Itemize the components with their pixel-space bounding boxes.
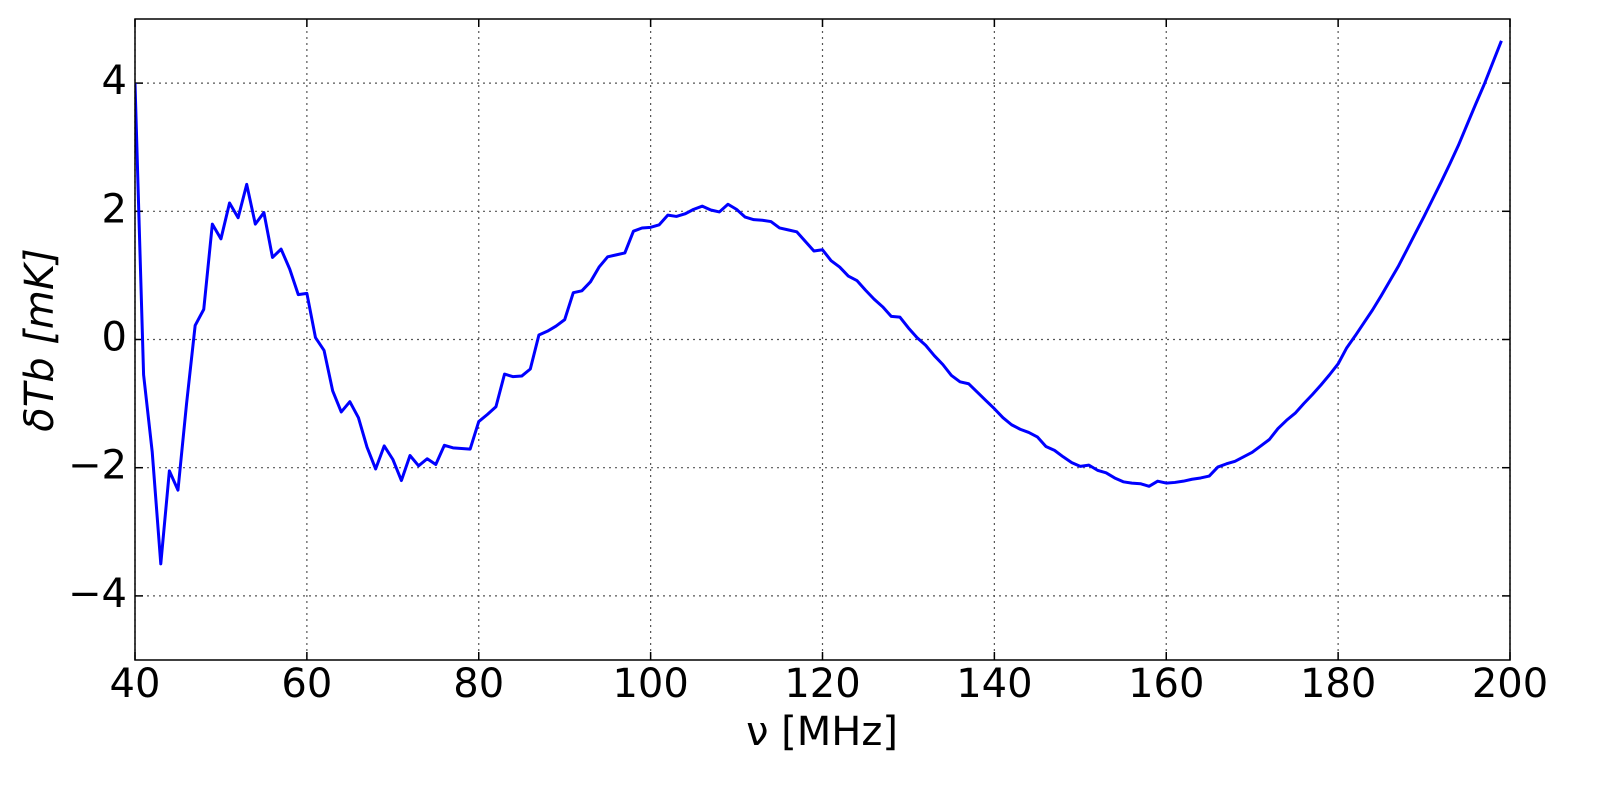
x-tick-label: 80 [453, 661, 504, 707]
y-tick-label: −4 [68, 571, 127, 617]
x-tick-label: 200 [1472, 661, 1548, 707]
y-tick-label: 2 [102, 186, 127, 232]
data-line [135, 40, 1503, 566]
y-tick-label: 4 [102, 58, 127, 104]
x-tick-label: 140 [956, 661, 1032, 707]
y-tick-label: −2 [68, 443, 127, 489]
x-tick-label: 180 [1300, 661, 1376, 707]
y-tick-label: 0 [102, 315, 127, 361]
x-axis-label: ν [MHz] [746, 709, 898, 755]
x-tick-label: 40 [110, 661, 161, 707]
x-tick-label: 100 [612, 661, 688, 707]
x-tick-label: 60 [281, 661, 332, 707]
plot-frame [134, 18, 1511, 661]
x-tick-label: 160 [1128, 661, 1204, 707]
x-tick-label: 120 [784, 661, 860, 707]
y-axis-label: δTb [mK] [17, 248, 63, 431]
